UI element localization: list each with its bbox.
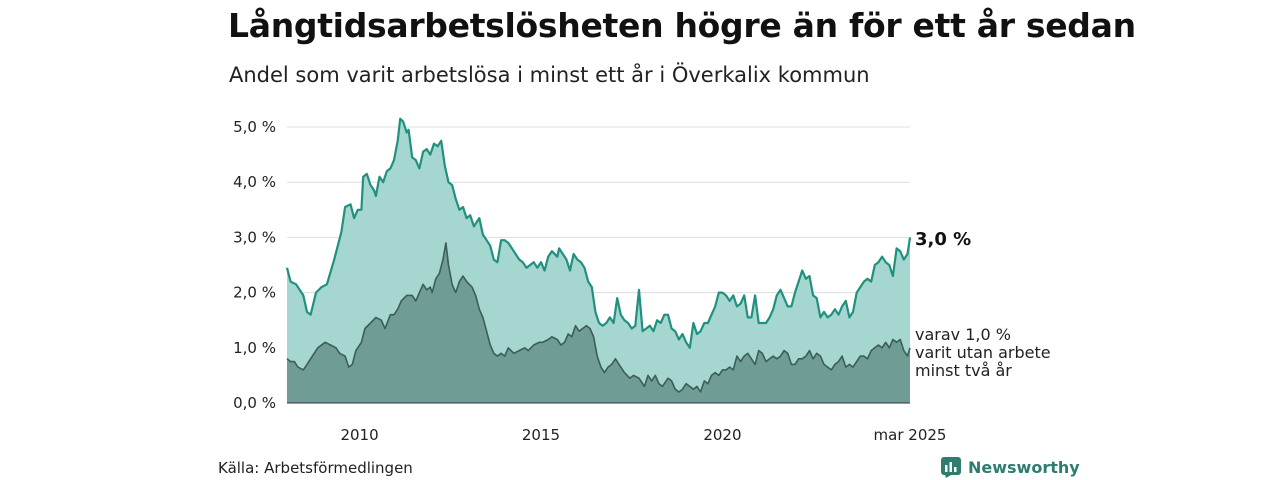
y-tick-label: 1,0 % [233, 339, 276, 357]
sub-annotation-line-3: minst två år [915, 361, 1012, 380]
y-tick-label: 2,0 % [233, 284, 276, 302]
sub-annotation-line-2: varit utan arbete [915, 343, 1051, 362]
y-tick-label: 0,0 % [233, 394, 276, 412]
x-tick-label: 2015 [522, 426, 560, 444]
brand-name: Newsworthy [968, 457, 1080, 477]
y-tick-label: 4,0 % [233, 173, 276, 191]
x-axis-ticks: 2010 2015 2020 mar 2025 [340, 426, 946, 444]
chart-title: Långtidsarbetslösheten högre än för ett … [228, 6, 1136, 45]
x-tick-label: 2020 [703, 426, 741, 444]
y-axis-ticks: 0,0 % 1,0 % 2,0 % 3,0 % 4,0 % 5,0 % [233, 118, 276, 412]
brand-logo: Newsworthy [940, 456, 1080, 478]
chart-subtitle: Andel som varit arbetslösa i minst ett å… [229, 63, 870, 87]
source-note: Källa: Arbetsförmedlingen [218, 459, 413, 477]
last-value-label: 3,0 % [915, 229, 971, 250]
series-areas [285, 117, 912, 403]
series-area-2 [287, 242, 910, 403]
sub-annotation-line-1: varav 1,0 % [915, 325, 1011, 344]
y-tick-label: 5,0 % [233, 118, 276, 136]
newsworthy-logo-icon [941, 457, 961, 478]
x-tick-label: 2010 [340, 426, 378, 444]
y-tick-label: 3,0 % [233, 228, 276, 246]
series-line-1 [285, 117, 912, 349]
series-line-2 [286, 242, 911, 393]
x-tick-label: mar 2025 [874, 426, 947, 444]
